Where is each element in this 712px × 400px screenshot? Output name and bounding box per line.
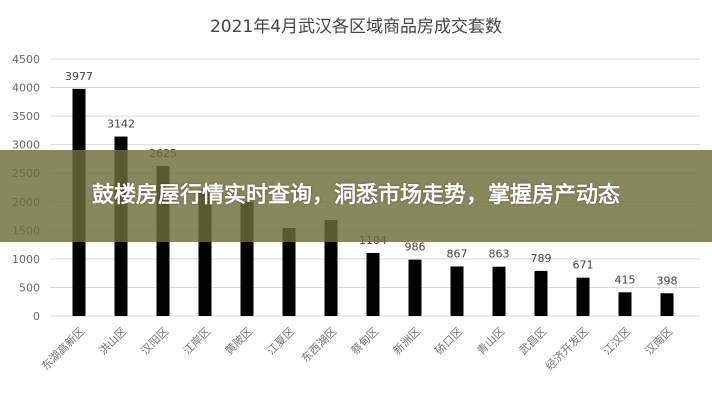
x-tick-label: 新洲区 <box>390 324 423 357</box>
x-tick-label: 江汉区 <box>601 325 634 358</box>
x-tick-label: 江夏区 <box>265 325 298 358</box>
x-tick-label: 洪山区 <box>96 324 129 357</box>
bar <box>366 252 380 316</box>
y-tick-label: 3000 <box>12 139 40 152</box>
data-label: 398 <box>657 274 678 287</box>
y-tick-label: 4500 <box>12 53 40 66</box>
x-tick-label: 东西湖区 <box>299 325 339 365</box>
x-tick-label: 经济开发区 <box>542 324 591 373</box>
x-tick-label: 黄陂区 <box>222 324 255 357</box>
data-label: 789 <box>531 252 552 265</box>
bar <box>618 292 632 316</box>
y-tick-label: 3500 <box>12 110 40 123</box>
bar <box>576 277 590 316</box>
bar <box>660 293 674 316</box>
bar <box>324 220 338 316</box>
bar <box>534 270 548 316</box>
banner-text: 鼓楼房屋行情实时查询，洞悉市场走势，掌握房产动态 <box>91 183 620 208</box>
x-tick-label: 汉南区 <box>643 325 676 358</box>
data-label: 863 <box>489 248 510 261</box>
data-label: 671 <box>573 259 594 272</box>
x-tick-label: 武昌区 <box>517 325 550 358</box>
data-label: 3142 <box>107 118 135 131</box>
overlay-banner: 鼓楼房屋行情实时查询，洞悉市场走势，掌握房产动态 <box>0 150 712 242</box>
data-label: 3977 <box>65 70 93 83</box>
data-label: 867 <box>447 247 468 260</box>
bar <box>282 228 296 316</box>
y-tick-label: 500 <box>19 281 40 294</box>
x-tick-label: 蔡甸区 <box>349 325 382 358</box>
bar <box>492 266 506 316</box>
y-tick-label: 4000 <box>12 82 40 95</box>
chart-title: 2021年4月武汉各区域商品房成交套数 <box>210 17 502 37</box>
x-tick-label: 汉阳区 <box>139 325 172 358</box>
data-label: 986 <box>405 241 426 254</box>
bar <box>408 259 422 316</box>
y-tick-label: 1000 <box>12 253 40 266</box>
data-label: 415 <box>615 273 636 286</box>
x-tick-label: 青山区 <box>475 325 508 358</box>
x-tick-label: 东湖高新区 <box>38 324 87 373</box>
bar <box>450 266 464 316</box>
x-tick-label: 硚口区 <box>433 325 466 358</box>
y-tick-label: 0 <box>33 310 40 323</box>
x-tick-label: 江岸区 <box>181 325 214 358</box>
